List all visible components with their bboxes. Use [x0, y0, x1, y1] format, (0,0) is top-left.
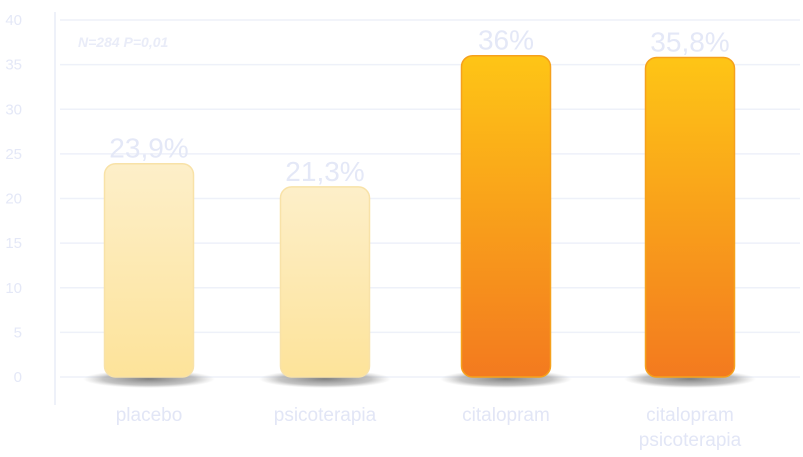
category-label: citalopram [462, 405, 550, 426]
y-tick-label: 30 [5, 101, 22, 118]
y-tick-label: 15 [5, 235, 22, 252]
category-label: placebo [116, 405, 183, 426]
bar-3 [644, 56, 736, 378]
y-axis-ticks: 0 5 10 15 20 25 30 35 40 [5, 12, 22, 386]
value-label: 23,9% [109, 133, 188, 164]
category-label: citalopram [646, 405, 734, 426]
value-label: 21,3% [285, 156, 364, 187]
bar-1 [279, 186, 371, 378]
y-tick-label: 25 [5, 146, 22, 163]
y-tick-label: 40 [5, 12, 22, 29]
value-label: 36% [478, 25, 534, 56]
category-label: psicoterapia [274, 405, 377, 426]
y-tick-label: 0 [14, 369, 22, 386]
sample-annotation: N=284 P=0,01 [78, 34, 169, 50]
y-tick-label: 10 [5, 280, 22, 297]
value-label: 35,8% [650, 26, 729, 57]
bar-0 [103, 162, 195, 378]
y-tick-label: 35 [5, 57, 22, 74]
category-labels: placebo psicoterapia citalopram citalopram p… [116, 405, 742, 451]
bars [103, 54, 736, 378]
value-labels: 23,9% 21,3% 36% 35,8% [109, 25, 729, 187]
y-tick-label: 20 [5, 191, 22, 208]
bar-2 [460, 54, 552, 378]
category-label: psicoterapia [639, 430, 742, 451]
y-tick-label: 5 [14, 324, 22, 341]
